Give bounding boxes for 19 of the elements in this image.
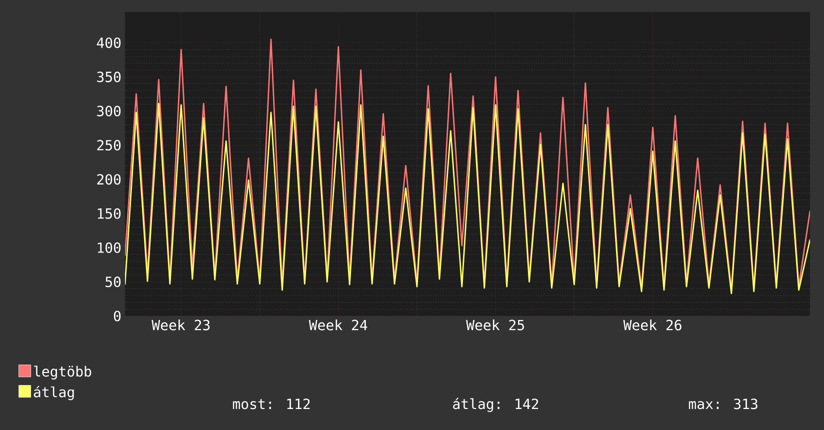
y-tick-label: 200: [97, 174, 121, 185]
y-tick-label: 400: [96, 37, 121, 48]
y-tick-label: 100: [98, 242, 121, 253]
y-tick-label: 150: [98, 208, 121, 219]
y-tick-label: 350: [97, 72, 121, 82]
y-tick-label: 250: [97, 140, 121, 151]
y-tick-label: 0: [114, 310, 121, 322]
x-tick-label: Week 23: [152, 320, 210, 330]
x-tick-label: Week 24: [308, 320, 368, 330]
line-series: [125, 102, 810, 294]
y-tick-label: 300: [97, 106, 121, 116]
text: max: 313: [688, 398, 758, 410]
x-tick-label: Week 26: [623, 320, 682, 330]
text: most: 112: [232, 398, 310, 410]
x-tick-label: Week 25: [466, 320, 524, 330]
legend-label: legtöbb: [34, 366, 92, 380]
text: átlag: 142: [453, 398, 538, 412]
legend-label: átlag: [34, 386, 74, 400]
y-tick-label: 50: [106, 276, 121, 288]
